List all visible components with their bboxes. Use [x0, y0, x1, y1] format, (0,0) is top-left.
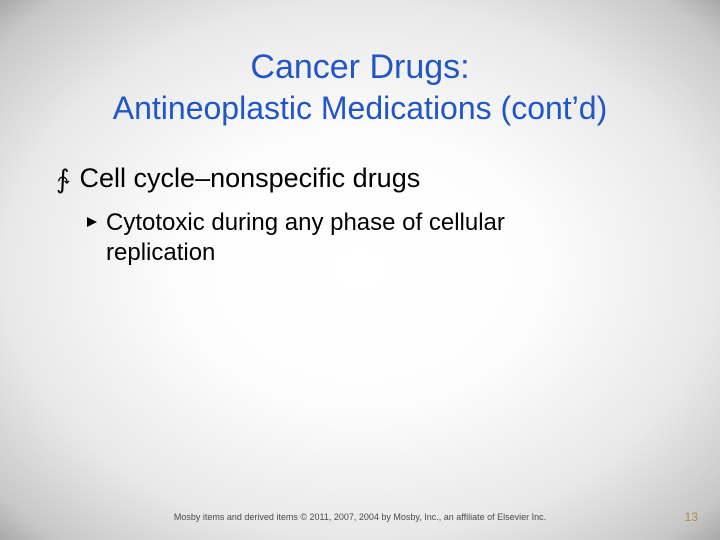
- page-number: 13: [685, 510, 698, 524]
- title-block: Cancer Drugs: Antineoplastic Medications…: [0, 0, 720, 127]
- sub-bullet-item: Cytotoxic during any phase of cellular r…: [86, 208, 670, 268]
- body-block: ∱ Cell cycle–nonspecific drugs Cytotoxic…: [0, 127, 720, 268]
- footer-copyright: Mosby items and derived items © 2011, 20…: [0, 512, 720, 522]
- bullet-item: ∱ Cell cycle–nonspecific drugs: [56, 163, 670, 194]
- bullet-text: Cell cycle–nonspecific drugs: [80, 163, 421, 194]
- title-line-2: Antineoplastic Medications (cont’d): [40, 89, 680, 127]
- bullet-marker-icon: ∱: [56, 167, 70, 193]
- title-line-1: Cancer Drugs:: [40, 48, 680, 87]
- sub-bullet-text: Cytotoxic during any phase of cellular r…: [106, 208, 620, 268]
- slide: Cancer Drugs: Antineoplastic Medications…: [0, 0, 720, 540]
- triangle-right-icon: [86, 215, 98, 233]
